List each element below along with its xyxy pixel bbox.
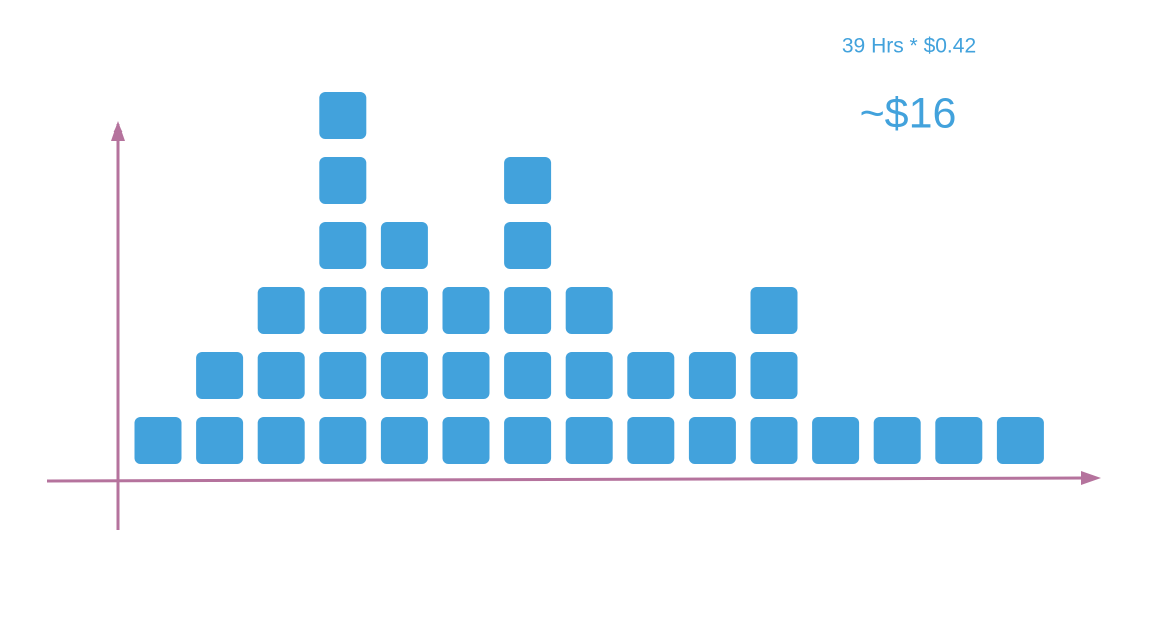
unit-square bbox=[196, 417, 244, 464]
unit-square bbox=[319, 417, 367, 464]
unit-square bbox=[319, 92, 367, 139]
unit-square bbox=[688, 417, 736, 464]
unit-square bbox=[134, 417, 182, 464]
unit-square bbox=[565, 417, 613, 464]
unit-square bbox=[257, 417, 305, 464]
unit-square bbox=[380, 352, 428, 399]
unit-square bbox=[873, 417, 921, 464]
unit-square bbox=[565, 352, 613, 399]
unit-square bbox=[380, 222, 428, 269]
unit-square bbox=[627, 417, 675, 464]
unit-square bbox=[504, 222, 552, 269]
x-axis-arrow bbox=[1081, 471, 1101, 485]
total: ~$16 bbox=[860, 89, 957, 137]
unit-square bbox=[257, 352, 305, 399]
unit-square bbox=[196, 352, 244, 399]
unit-square bbox=[319, 287, 367, 334]
unit-square bbox=[442, 417, 490, 464]
unit-square bbox=[442, 352, 490, 399]
unit-square bbox=[935, 417, 983, 464]
y-axis-arrow bbox=[111, 121, 125, 141]
unit-square bbox=[257, 287, 305, 334]
formula: 39 Hrs * $0.42 bbox=[842, 35, 976, 58]
unit-square bbox=[380, 417, 428, 464]
unit-square bbox=[504, 352, 552, 399]
unit-square bbox=[504, 287, 552, 334]
unit-square bbox=[565, 287, 613, 334]
unit-square bbox=[750, 287, 798, 334]
unit-square bbox=[688, 352, 736, 399]
x-axis bbox=[46, 476, 1087, 483]
unit-square bbox=[812, 417, 860, 464]
unit-square bbox=[319, 157, 367, 204]
unit-square bbox=[380, 287, 428, 334]
unit-square bbox=[750, 352, 798, 399]
unit-square bbox=[750, 417, 798, 464]
unit-square bbox=[627, 352, 675, 399]
unit-square bbox=[504, 157, 552, 204]
unit-square bbox=[442, 287, 490, 334]
unit-square bbox=[504, 417, 552, 464]
unit-square bbox=[996, 417, 1044, 464]
unit-square bbox=[319, 222, 367, 269]
unit-square bbox=[319, 352, 367, 399]
